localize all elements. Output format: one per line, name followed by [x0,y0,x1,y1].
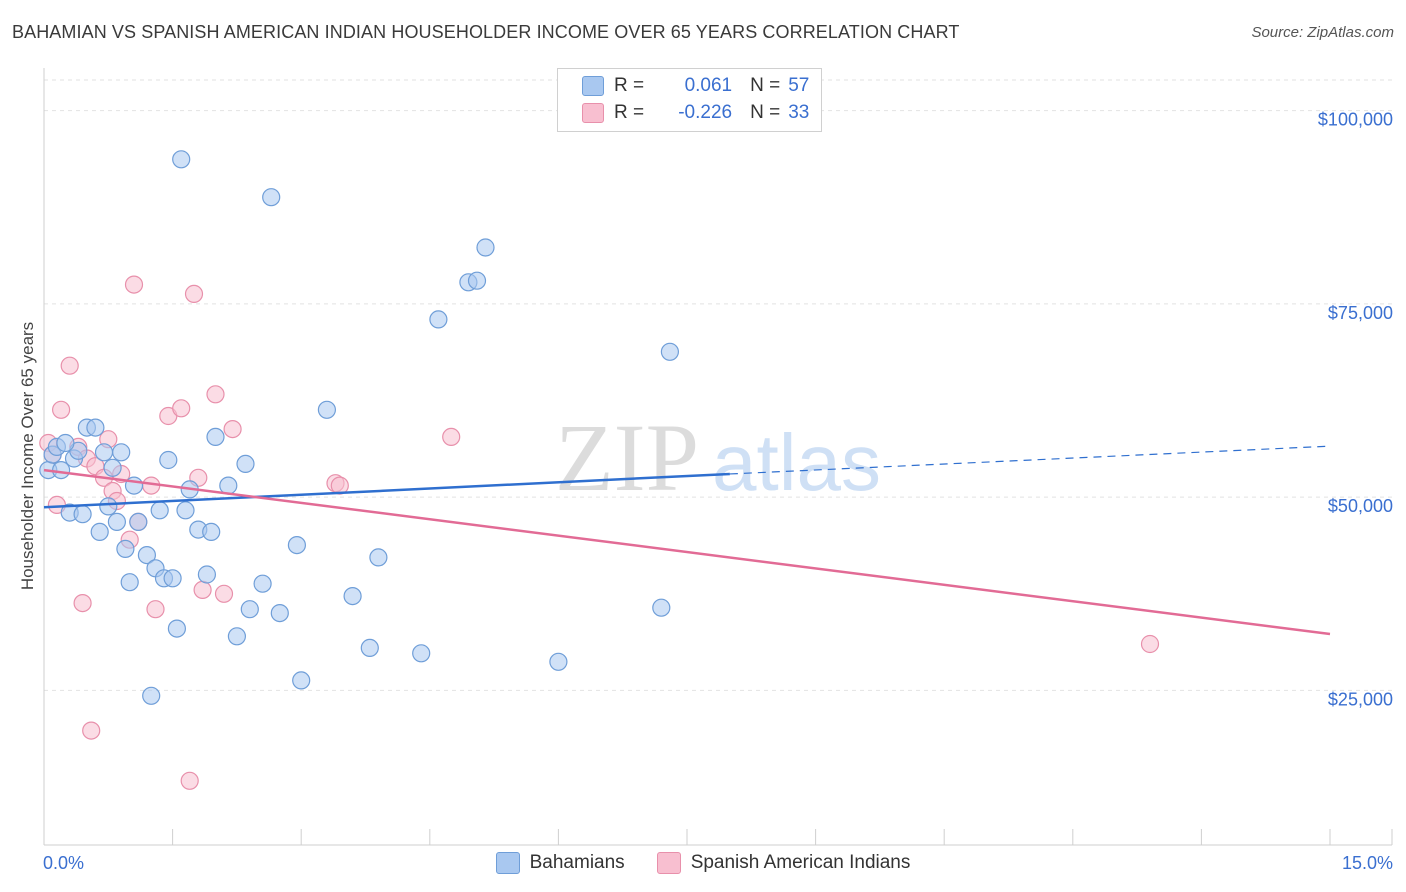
y-tick-labels: $100,000 $75,000 $50,000 $25,000 [1318,110,1393,710]
data-point [142,686,161,705]
grid-lines [44,79,1392,691]
legend-n-value-bahamians: 57 [788,75,810,96]
legend-r-value-bahamians: 0.061 [684,75,733,96]
data-point [94,443,114,462]
data-point [240,600,259,619]
data-point [90,522,109,542]
data-point [219,476,238,495]
data-point [206,385,225,404]
correlation-legend: R = 0.061 N = 57 R = -0.226 N = 33 [557,68,822,132]
x-tick-label-min: 0.0% [43,853,84,873]
data-point [227,627,246,646]
data-point [51,400,71,419]
data-point [1140,634,1160,654]
legend-item-bahamians[interactable]: Bahamians [495,852,625,874]
data-point [150,501,169,520]
legend-r-label: R = [614,102,645,123]
data-point [172,150,191,169]
series-bahamians [39,150,680,705]
legend-swatch-bahamians [495,852,520,874]
data-point [197,565,216,584]
legend-item-spanish-american-indians[interactable]: Spanish American Indians [656,852,911,874]
chart-title: BAHAMIAN VS SPANISH AMERICAN INDIAN HOUS… [12,22,960,42]
data-point [262,188,281,207]
series-legend: Bahamians Spanish American Indians [0,852,1406,874]
data-point [124,275,144,294]
legend-label-spanish-american-indians: Spanish American Indians [690,852,911,873]
data-point [103,458,122,477]
data-point [206,427,225,446]
data-point [253,574,272,593]
data-point [163,569,182,588]
data-point [112,443,131,462]
legend-swatch-spanish-american-indians [656,852,681,874]
x-tick-label-max: 15.0% [1342,853,1393,873]
trend-line-bahamians [43,472,730,509]
data-point [159,450,178,470]
legend-r-label: R = [614,75,645,96]
data-point [317,400,336,419]
data-point [343,586,362,606]
watermark-zip: ZIP [555,404,699,511]
chart-source: Source: ZipAtlas.com [1251,24,1394,41]
data-point [369,548,388,567]
data-point [292,671,311,690]
data-point [56,433,75,453]
data-point [73,505,92,524]
data-point [236,454,255,473]
data-point [429,310,448,329]
trend-line-spanish-american-indians [43,468,1331,636]
data-point [129,512,148,532]
y-tick-label: $75,000 [1328,303,1393,323]
data-point [442,427,461,446]
data-point [172,399,191,418]
legend-n-value-spanish-american-indians: 33 [788,102,810,123]
trend-lines [43,445,1331,636]
data-point [467,271,487,290]
data-point [193,580,212,600]
data-point [82,721,101,740]
data-point [184,284,204,303]
y-tick-label: $25,000 [1328,689,1393,709]
y-tick-label: $50,000 [1328,496,1393,516]
data-point [99,497,118,516]
data-point [476,238,495,257]
data-point [86,418,105,437]
data-point [60,356,79,375]
data-point [73,593,92,613]
watermark: ZIP atlas [555,404,881,511]
data-point [412,644,431,663]
legend-label-bahamians: Bahamians [529,852,625,873]
legend-row-spanish-american-indians: R = -0.226 N = 33 [582,100,809,126]
legend-n-label: N = [750,102,781,123]
trend-line-bahamians-extension [729,445,1331,475]
data-point [167,619,186,638]
legend-n-label: N = [750,75,781,96]
data-point [660,342,680,361]
data-point [202,522,221,542]
data-point [287,535,306,555]
data-point [180,771,199,790]
data-point [214,584,234,603]
legend-row-bahamians: R = 0.061 N = 57 [582,73,809,99]
legend-swatch-bahamians [582,76,604,96]
data-point [360,638,379,658]
watermark-atlas: atlas [712,418,881,507]
data-point [146,600,165,619]
data-point [652,598,671,617]
legend-r-value-spanish-american-indians: -0.226 [678,102,733,123]
data-point [120,573,139,592]
data-point [549,652,568,671]
y-tick-label: $100,000 [1318,110,1393,130]
data-point [270,603,289,623]
data-point [223,420,242,439]
legend-swatch-spanish-american-indians [582,103,604,123]
y-axis-label: Householder Income Over 65 years [18,322,37,590]
data-point [116,539,135,559]
data-point [137,545,156,565]
data-point [176,501,195,520]
data-point [107,512,127,532]
